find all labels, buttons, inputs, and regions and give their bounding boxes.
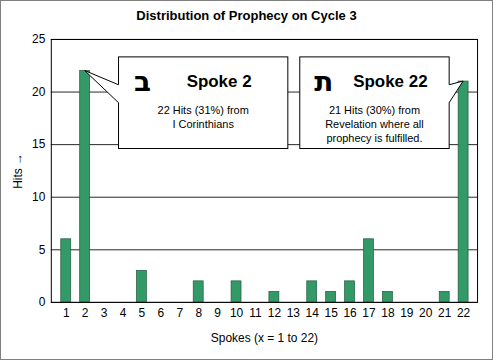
svg-text:7: 7	[176, 306, 183, 320]
svg-text:22 Hits (31%) from: 22 Hits (31%) from	[158, 104, 249, 116]
svg-text:6: 6	[158, 306, 165, 320]
svg-text:ת: ת	[314, 65, 333, 98]
svg-text:Spoke 22: Spoke 22	[353, 72, 427, 91]
svg-text:15: 15	[325, 306, 339, 320]
svg-text:12: 12	[268, 306, 282, 320]
svg-text:prophecy is fulfilled.: prophecy is fulfilled.	[326, 132, 422, 144]
svg-text:1: 1	[63, 306, 70, 320]
svg-text:5: 5	[39, 243, 46, 257]
svg-text:0: 0	[39, 295, 46, 309]
svg-text:11: 11	[249, 306, 262, 320]
svg-text:Revelation where all: Revelation where all	[325, 118, 424, 130]
svg-text:9: 9	[214, 306, 221, 320]
svg-text:I Corinthians: I Corinthians	[172, 118, 234, 130]
svg-text:Spokes (x = 1 to 22): Spokes (x = 1 to 22)	[211, 331, 318, 345]
svg-text:20: 20	[419, 306, 433, 320]
svg-text:18: 18	[381, 306, 395, 320]
svg-text:16: 16	[343, 306, 357, 320]
svg-text:13: 13	[287, 306, 301, 320]
svg-text:8: 8	[195, 306, 202, 320]
svg-text:Spoke 2: Spoke 2	[187, 72, 252, 91]
svg-text:5: 5	[139, 306, 146, 320]
svg-text:19: 19	[400, 306, 414, 320]
svg-text:25: 25	[32, 32, 46, 46]
svg-text:10: 10	[32, 190, 46, 204]
svg-text:20: 20	[32, 85, 46, 99]
svg-text:ב: ב	[134, 65, 151, 98]
html-text:Distribution of Prophecy on Cy: Distribution of Prophecy on Cycle 3	[136, 8, 357, 23]
svg-text:15: 15	[32, 137, 46, 151]
svg-text:14: 14	[306, 306, 320, 320]
svg-text:17: 17	[362, 306, 376, 320]
svg-text:22: 22	[457, 306, 471, 320]
svg-text:Hits →: Hits →	[11, 153, 25, 189]
svg-text:10: 10	[230, 306, 244, 320]
svg-text:2: 2	[82, 306, 89, 320]
svg-text:4: 4	[120, 306, 127, 320]
svg-text:21 Hits (30%) from: 21 Hits (30%) from	[329, 104, 420, 116]
svg-text:3: 3	[101, 306, 108, 320]
svg-text:21: 21	[438, 306, 452, 320]
